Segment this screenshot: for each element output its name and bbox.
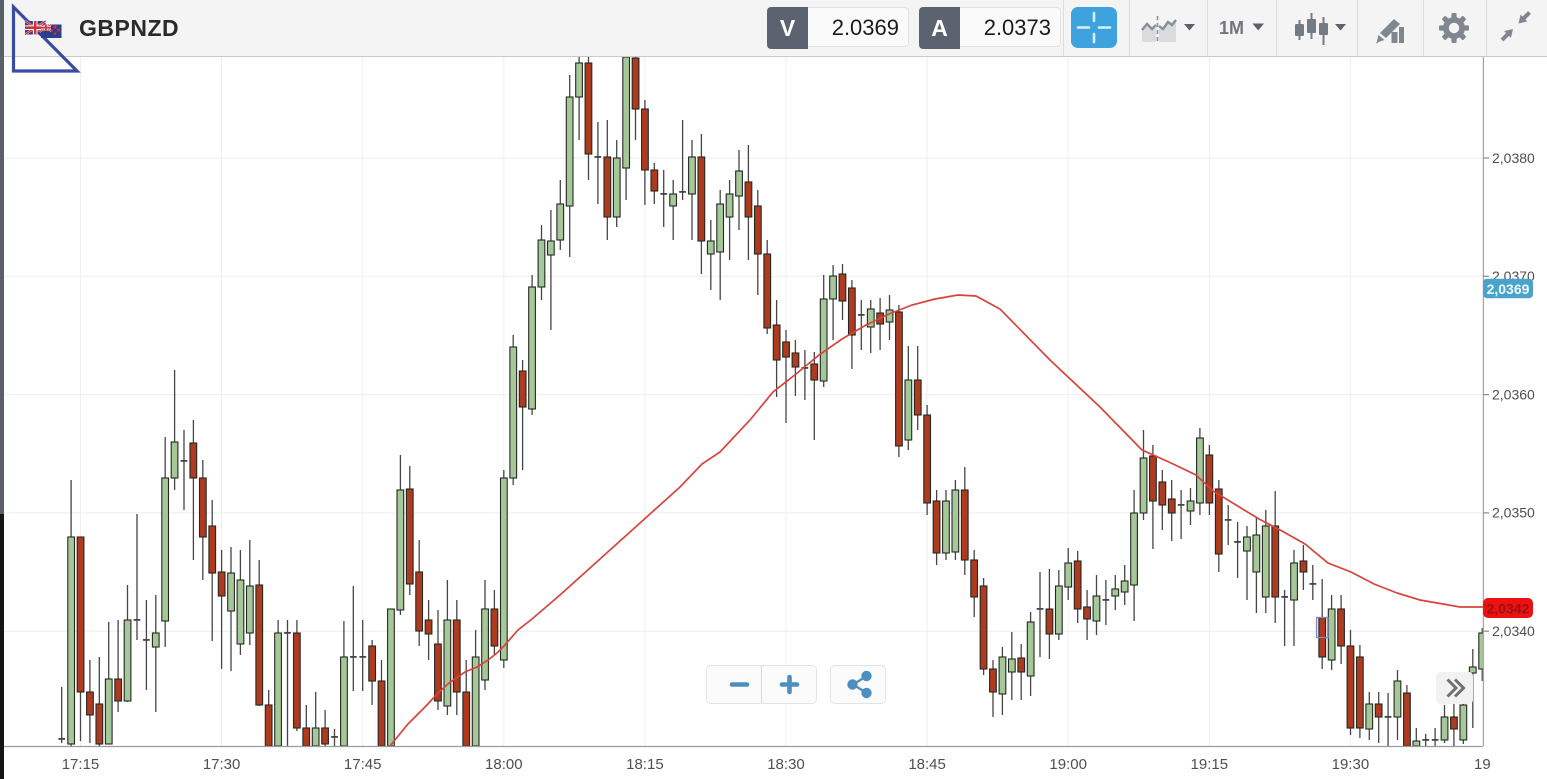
- svg-text:19:00: 19:00: [1049, 756, 1087, 773]
- svg-text:19: 19: [1474, 756, 1491, 773]
- svg-text:2,0342: 2,0342: [1487, 601, 1530, 617]
- svg-text:2,0340: 2,0340: [1492, 623, 1535, 639]
- svg-text:17:45: 17:45: [344, 756, 382, 773]
- svg-text:18:45: 18:45: [908, 756, 946, 773]
- svg-text:2,0350: 2,0350: [1492, 505, 1535, 521]
- svg-text:18:30: 18:30: [767, 756, 805, 773]
- svg-text:17:30: 17:30: [203, 756, 241, 773]
- svg-text:17:15: 17:15: [62, 756, 100, 773]
- svg-text:19:15: 19:15: [1191, 756, 1229, 773]
- svg-text:18:00: 18:00: [485, 756, 523, 773]
- svg-text:18:15: 18:15: [626, 756, 664, 773]
- svg-text:2,0380: 2,0380: [1492, 150, 1535, 166]
- svg-text:19:30: 19:30: [1332, 756, 1370, 773]
- svg-text:2,0360: 2,0360: [1492, 386, 1535, 402]
- svg-text:2,0369: 2,0369: [1487, 281, 1530, 297]
